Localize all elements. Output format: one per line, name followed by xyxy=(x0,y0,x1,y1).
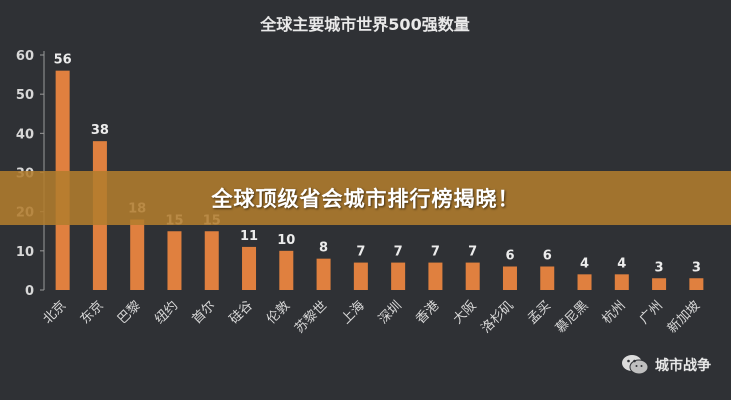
watermark-text: 城市战争 xyxy=(655,358,711,374)
x-tick-label: 首尔 xyxy=(190,298,219,327)
data-label: 7 xyxy=(431,245,440,260)
data-label: 7 xyxy=(394,245,403,260)
data-label: 4 xyxy=(580,256,589,271)
x-axis-labels: 北京 东京 巴黎 纽约 首尔 硅谷 伦敦 苏黎世 上海 深圳 香港 大阪 洛杉矶 孟买 慕尼黑 杭州 广州 新加坡 xyxy=(40,298,703,337)
x-tick-label: 大阪 xyxy=(451,298,480,327)
x-tick-label: 深圳 xyxy=(376,298,405,327)
data-label: 10 xyxy=(277,233,295,248)
data-label: 11 xyxy=(240,229,258,244)
data-label: 56 xyxy=(54,53,72,68)
data-label: 6 xyxy=(505,249,514,264)
bar xyxy=(540,266,555,290)
bar xyxy=(242,246,257,290)
x-tick-label: 慕尼黑 xyxy=(553,298,591,336)
x-tick-label: 广州 xyxy=(637,298,666,327)
data-label: 7 xyxy=(356,245,365,260)
y-axis: 0102030405060 xyxy=(16,49,45,299)
y-tick-label: 60 xyxy=(16,49,34,64)
bar xyxy=(279,250,294,290)
bar xyxy=(316,258,331,290)
y-tick-label: 50 xyxy=(16,88,34,103)
bar xyxy=(204,231,219,290)
bar xyxy=(689,278,704,290)
data-label: 6 xyxy=(543,249,552,264)
chart-title: 全球主要城市世界500强数量 xyxy=(259,15,469,34)
bar xyxy=(614,274,629,290)
x-tick-label: 北京 xyxy=(40,298,69,327)
bar xyxy=(428,262,443,290)
bar xyxy=(353,262,368,290)
bar xyxy=(465,262,480,290)
data-label: 3 xyxy=(692,260,701,275)
data-label: 8 xyxy=(319,241,328,256)
data-label: 4 xyxy=(617,256,626,271)
x-tick-label: 香港 xyxy=(413,298,442,327)
data-labels: 5638181515111087777664433 xyxy=(54,53,701,276)
x-tick-label: 上海 xyxy=(339,298,368,327)
wechat-icon xyxy=(622,355,649,375)
y-tick-label: 10 xyxy=(16,245,34,260)
bar xyxy=(391,262,406,290)
x-tick-label: 杭州 xyxy=(600,298,629,327)
data-label: 38 xyxy=(91,123,109,138)
x-tick-label: 硅谷 xyxy=(227,298,256,327)
y-tick-label: 40 xyxy=(16,127,34,142)
x-tick-label: 苏黎世 xyxy=(292,298,331,337)
y-tick-label: 0 xyxy=(25,284,34,299)
data-label: 7 xyxy=(468,245,477,260)
bar xyxy=(577,274,592,290)
x-tick-label: 纽约 xyxy=(152,298,181,327)
x-tick-label: 洛杉矶 xyxy=(479,298,517,336)
bar xyxy=(502,266,517,290)
headline-banner: 全球顶级省会城市排行榜揭晓！ xyxy=(0,171,731,225)
bar xyxy=(167,231,182,290)
x-tick-label: 孟买 xyxy=(525,298,554,327)
headline-text: 全球顶级省会城市排行榜揭晓！ xyxy=(211,187,520,211)
x-tick-label: 伦敦 xyxy=(263,298,293,328)
bar xyxy=(130,219,145,290)
bar xyxy=(652,278,667,290)
watermark: 城市战争 xyxy=(621,354,711,376)
data-label: 3 xyxy=(655,260,664,275)
x-tick-label: 巴黎 xyxy=(115,298,144,327)
x-tick-label: 新加坡 xyxy=(664,298,703,337)
x-tick-label: 东京 xyxy=(78,298,107,327)
